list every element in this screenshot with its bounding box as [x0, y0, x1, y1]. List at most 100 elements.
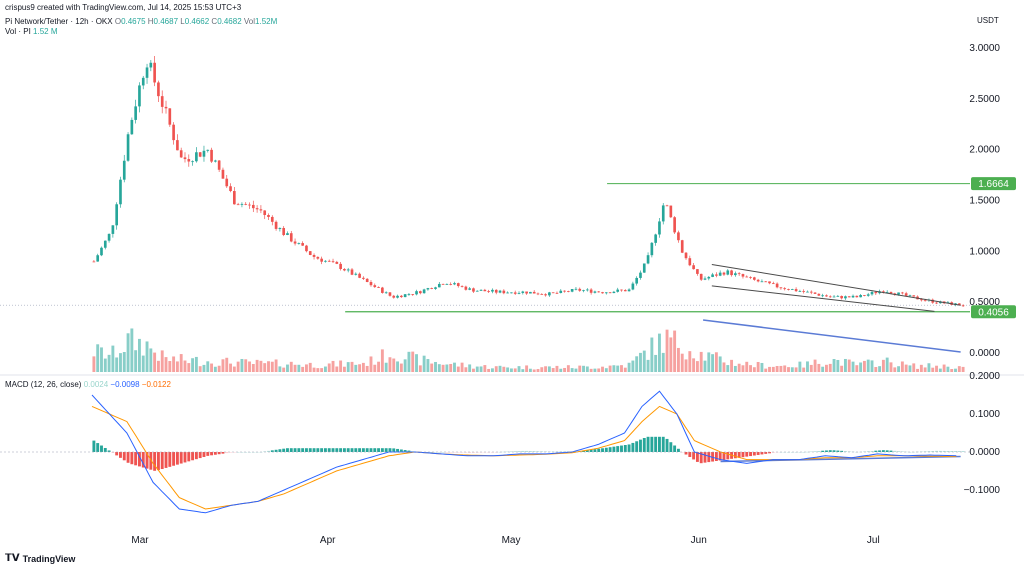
candle-body — [756, 279, 760, 282]
chart-author-caption: crispus9 created with TradingView.com, J… — [5, 3, 241, 12]
chart-grid — [0, 304, 1024, 376]
candle-body — [586, 289, 589, 291]
volume-bar — [646, 359, 650, 372]
volume-bar — [828, 363, 832, 372]
price-panel[interactable] — [92, 55, 970, 372]
candle-body — [157, 82, 160, 97]
volume-bar — [210, 363, 214, 372]
volume-bar — [654, 354, 658, 372]
volume-bar — [855, 365, 859, 372]
volume-bar — [415, 354, 418, 372]
volume-bar — [737, 363, 741, 372]
macd-histogram-bar — [798, 452, 802, 453]
macd-histogram-bar — [612, 446, 616, 452]
macd-histogram-bar — [900, 451, 904, 452]
volume-bar — [130, 328, 134, 372]
symbol-label[interactable]: Pi Network/Tether · 12h · OKX — [5, 17, 113, 26]
volume-bar — [722, 362, 726, 372]
volume-bar — [528, 368, 532, 372]
candle-body — [145, 67, 149, 78]
candle-body — [415, 291, 418, 295]
macd-histogram-bar — [889, 450, 893, 452]
volume-bar — [885, 357, 889, 372]
macd-histogram-bar — [836, 450, 840, 452]
time-axis-tick: Apr — [320, 535, 336, 546]
macd-histogram-bar — [301, 448, 305, 452]
volume-bar — [460, 362, 464, 372]
candle-body — [574, 288, 578, 290]
macd-panel[interactable] — [0, 390, 970, 514]
volume-bar — [612, 365, 616, 372]
candle-body — [134, 106, 137, 120]
volume-bar — [175, 361, 179, 372]
candle-body — [677, 232, 680, 241]
currency-label: USDT — [977, 16, 999, 25]
volume-bar — [806, 361, 809, 372]
candle-body — [445, 284, 449, 285]
price-axis-tick: 0.0000 — [969, 348, 1000, 359]
volume-bar — [342, 366, 346, 372]
candle-body — [267, 215, 270, 217]
volume-bar — [809, 364, 813, 372]
macd-histogram-bar — [954, 451, 957, 452]
macd-histogram-bar — [92, 440, 96, 452]
macd-histogram-bar — [453, 452, 456, 453]
volume-bar — [597, 368, 601, 372]
macd-histogram-bar — [293, 448, 297, 452]
macd-histogram-bar — [904, 451, 908, 453]
volume-bar — [642, 350, 646, 372]
volume-bar — [358, 364, 362, 372]
candle-body — [176, 140, 179, 151]
macd-histogram-bar — [517, 451, 521, 452]
candle-body — [468, 288, 471, 290]
candle-body — [418, 291, 422, 294]
macd-histogram-bar — [331, 448, 335, 452]
macd-histogram-bar — [396, 448, 399, 452]
volume-bar — [684, 359, 688, 372]
candle-body — [210, 149, 213, 162]
candle-body — [115, 204, 119, 226]
volume-bar — [547, 366, 551, 372]
candle-body — [749, 277, 752, 278]
candle-body — [403, 294, 407, 298]
volume-bar — [354, 364, 358, 372]
volume-bar — [244, 359, 248, 372]
volume-bar — [912, 363, 916, 372]
candle-body — [153, 62, 156, 83]
candle-body — [282, 227, 286, 235]
volume-bar — [103, 358, 107, 372]
volume-bar — [673, 330, 677, 372]
macd-histogram-bar — [601, 448, 604, 452]
candle-body — [794, 289, 798, 292]
macd-histogram-bar — [342, 448, 346, 452]
macd-histogram-bar — [821, 450, 825, 452]
volume-bar — [168, 361, 172, 372]
volume-bar — [658, 333, 661, 372]
price-label-box — [971, 177, 1016, 191]
macd-histogram-bar — [893, 450, 897, 452]
candle-body — [202, 150, 206, 157]
volume-bar — [483, 365, 487, 372]
volume-bar — [255, 359, 259, 372]
macd-histogram-bar — [369, 448, 373, 452]
volume-bar — [331, 360, 335, 372]
candle-body — [703, 278, 707, 280]
volume-bar — [730, 359, 734, 372]
candle-body — [293, 241, 297, 244]
price-axis-tick: 2.5000 — [969, 94, 1000, 105]
macd-indicator-label[interactable]: MACD (12, 26, close) — [5, 380, 82, 389]
macd-histogram-bar — [874, 450, 878, 452]
macd-histogram-bar — [813, 451, 817, 452]
macd-histogram-bar — [726, 452, 730, 460]
volume-bar — [752, 367, 756, 372]
candle-body — [475, 290, 479, 292]
volume-bar — [153, 352, 157, 372]
volume-series-label[interactable]: Vol · PI — [5, 27, 31, 36]
volume-bar — [289, 361, 293, 372]
volume-bar — [779, 365, 783, 372]
macd-histogram-bar — [752, 452, 756, 456]
candle-body — [422, 289, 426, 294]
high-value: 0.4687 — [153, 17, 179, 26]
volume-bar — [445, 364, 449, 372]
